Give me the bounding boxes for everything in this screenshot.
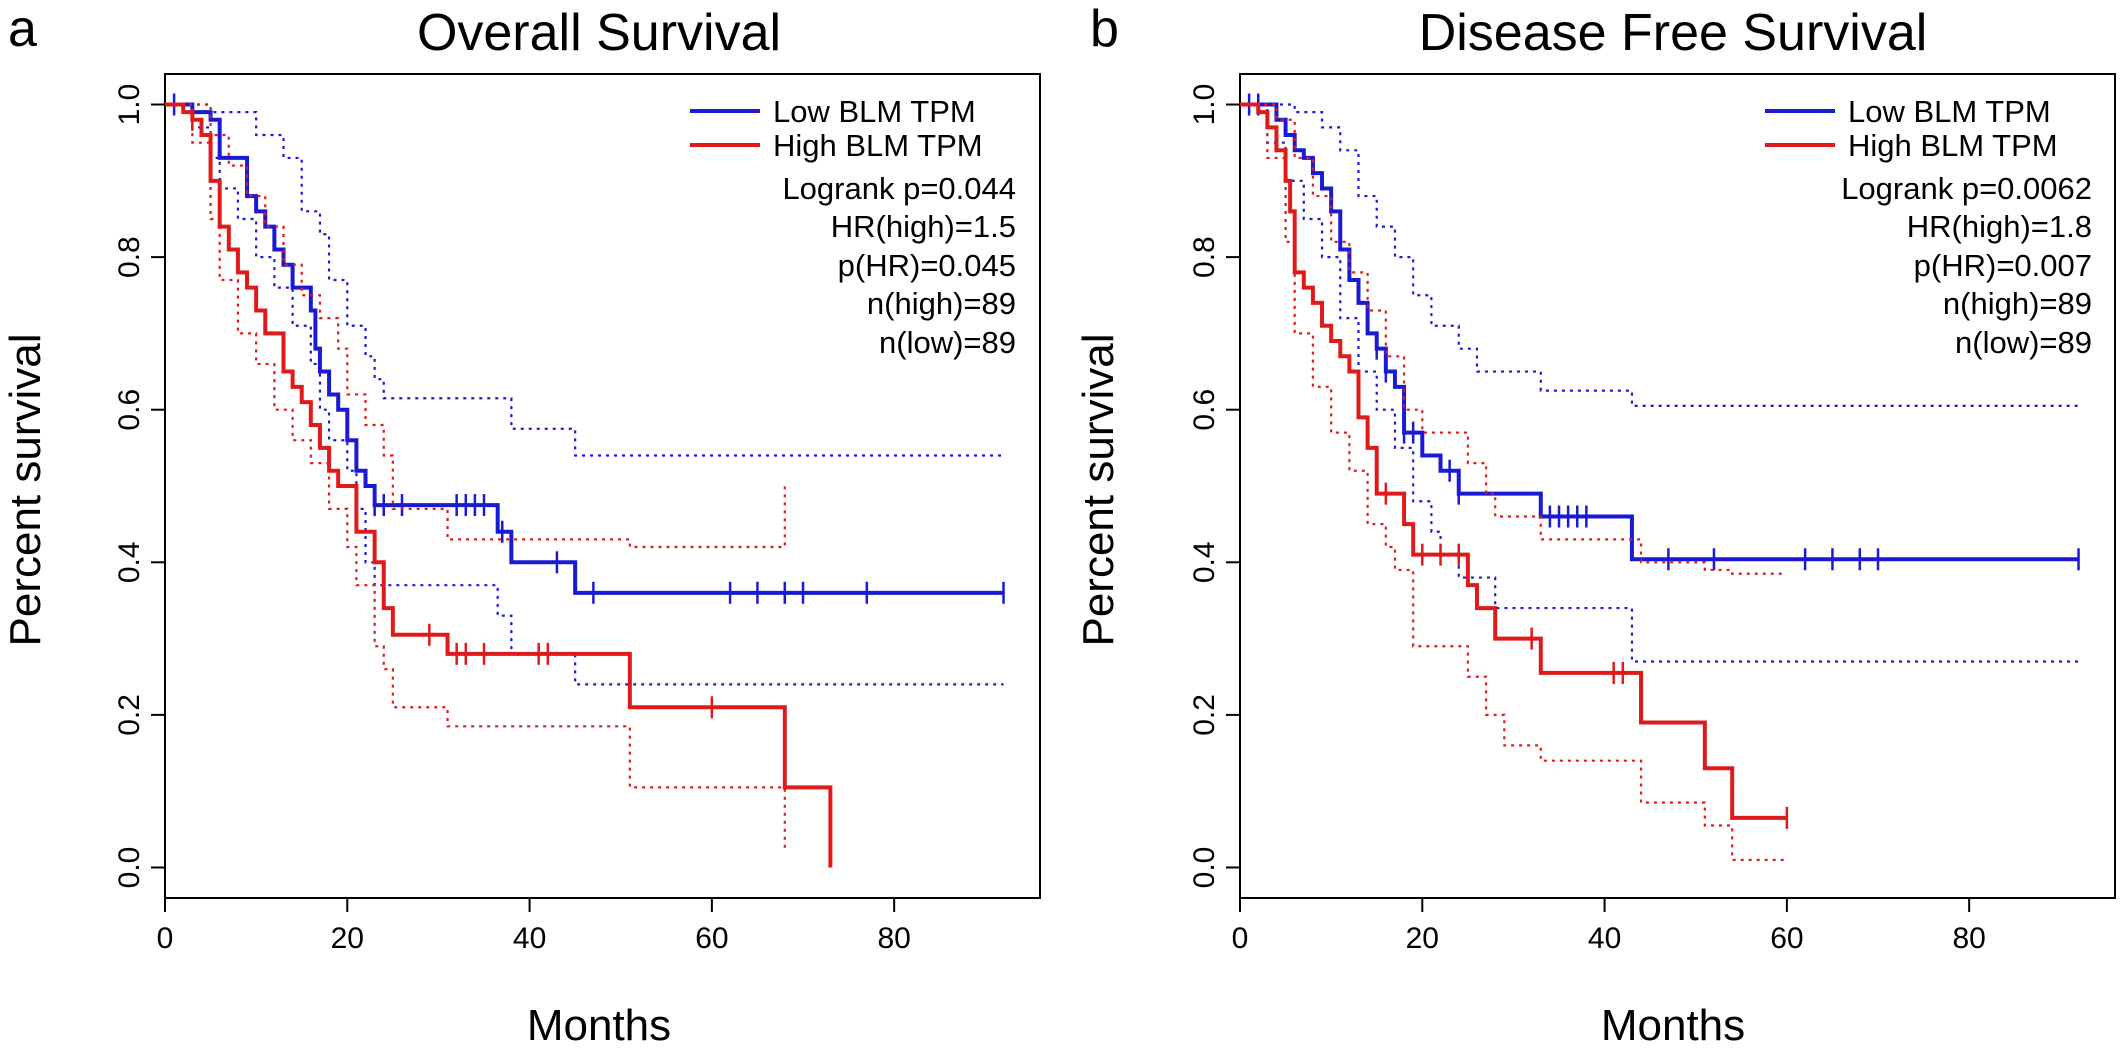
y-tick-label: 0.4 (1188, 541, 1221, 583)
y-tick-label: 0.6 (1188, 389, 1221, 431)
stat-p-hr: p(HR)=0.045 (838, 248, 1016, 283)
legend: Low BLM TPM High BLM TPM Logrank p=0.006… (1765, 94, 2092, 360)
x-tick-label: 0 (1232, 922, 1249, 955)
x-tick-label: 40 (513, 922, 546, 955)
x-axis-label: Months (527, 1001, 671, 1050)
panel-b: b Disease Free Survival Percent survival… (1074, 0, 2116, 1050)
legend-label-high: High BLM TPM (1848, 128, 2058, 163)
stat-logrank: Logrank p=0.0062 (1841, 171, 2092, 206)
x-tick-label: 0 (157, 922, 174, 955)
y-axis-label: Percent survival (1074, 333, 1123, 646)
legend: Low BLM TPM High BLM TPM Logrank p=0.044… (690, 94, 1016, 360)
x-tick-label: 60 (695, 922, 728, 955)
stat-n-low: n(low)=89 (879, 325, 1016, 360)
plot-area: 0 20 40 60 80 0.0 0.2 0.4 0.6 0.8 1.0 (113, 73, 1041, 955)
y-tick-label: 0.6 (113, 389, 146, 431)
stat-hr: HR(high)=1.5 (831, 209, 1016, 244)
legend-label-low: Low BLM TPM (1848, 94, 2051, 129)
chart-title: Disease Free Survival (1419, 4, 1928, 62)
stat-n-high: n(high)=89 (867, 286, 1016, 321)
stat-hr: HR(high)=1.8 (1907, 209, 2092, 244)
stat-logrank: Logrank p=0.044 (782, 171, 1016, 206)
ci-upper-high (165, 103, 786, 549)
survival-curve-high (1240, 102, 1787, 820)
x-tick-label: 20 (1406, 922, 1439, 955)
legend-label-high: High BLM TPM (773, 128, 983, 163)
x-tick-label: 80 (1952, 922, 1985, 955)
y-tick-label: 0.0 (113, 847, 146, 889)
stat-n-low: n(low)=89 (1955, 325, 2092, 360)
y-tick-label: 0.8 (113, 236, 146, 278)
plot-frame (164, 73, 1041, 899)
panel-label: a (8, 0, 37, 58)
survival-curve-low (1240, 102, 2079, 562)
stat-n-high: n(high)=89 (1943, 286, 2092, 321)
y-axis-label: Percent survival (1, 333, 50, 646)
y-tick-label: 0.2 (113, 694, 146, 736)
x-tick-label: 20 (331, 922, 364, 955)
panel-a: a Overall Survival Percent survival Mont… (1, 0, 1041, 1050)
stat-p-hr: p(HR)=0.007 (1914, 248, 2092, 283)
y-tick-label: 0.4 (113, 541, 146, 583)
x-tick-label: 40 (1588, 922, 1621, 955)
chart-title: Overall Survival (417, 4, 781, 62)
plot-area: 0 20 40 60 80 0.0 0.2 0.4 0.6 0.8 1.0 (1188, 73, 2116, 955)
y-tick-label: 0.8 (1188, 236, 1221, 278)
panel-label: b (1090, 0, 1119, 58)
x-tick-label: 60 (1770, 922, 1803, 955)
y-tick-label: 0.0 (1188, 847, 1221, 889)
survival-curve-high (165, 102, 833, 868)
legend-label-low: Low BLM TPM (773, 94, 976, 129)
survival-curve-low (165, 102, 1004, 595)
x-axis-label: Months (1601, 1001, 1745, 1050)
y-tick-label: 0.2 (1188, 694, 1221, 736)
plot-frame (1239, 73, 2116, 899)
ci-lower-low (1240, 103, 2079, 663)
y-tick-label: 1.0 (1188, 84, 1221, 126)
ci-lower-high (165, 103, 786, 853)
y-tick-label: 1.0 (113, 84, 146, 126)
x-tick-label: 80 (877, 922, 910, 955)
